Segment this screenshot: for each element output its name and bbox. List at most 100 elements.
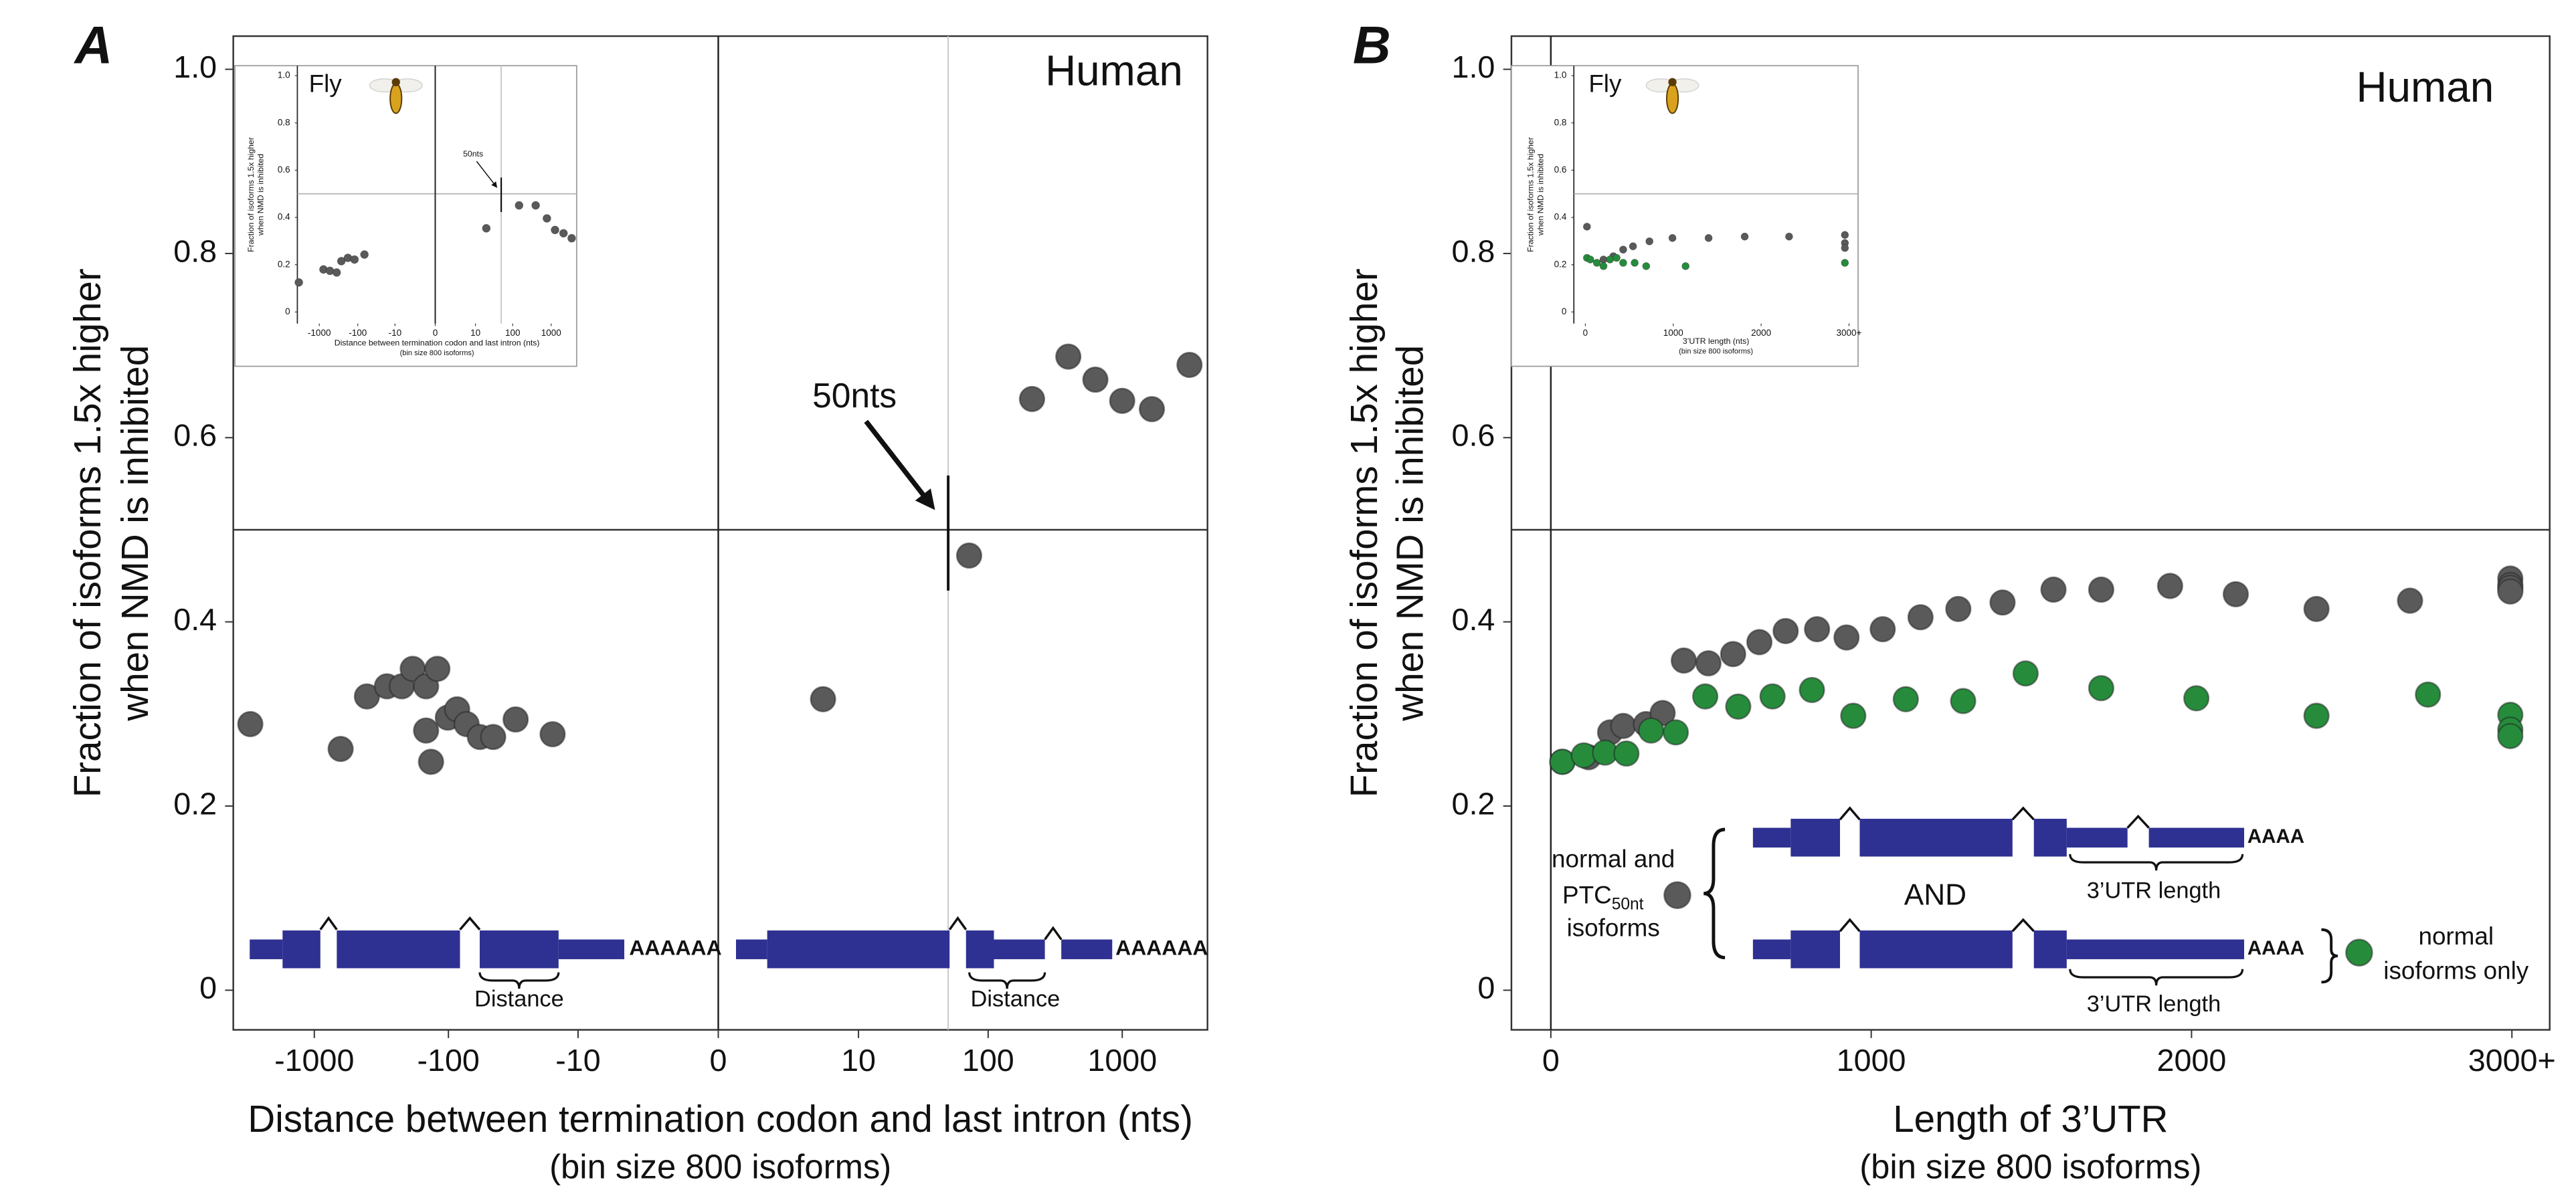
- data-point: [2497, 578, 2524, 605]
- and-label: AND: [1904, 878, 1966, 911]
- data-point: [2040, 576, 2067, 603]
- y-tick-label: 0: [1477, 971, 1495, 1005]
- data-point: [1785, 232, 1793, 241]
- data-point: [424, 656, 451, 682]
- legend-label: isoforms: [1567, 914, 1660, 941]
- data-point: [1610, 712, 1637, 739]
- gene-exon: [2033, 819, 2067, 857]
- gene-utr: [2148, 827, 2245, 848]
- y-tick-label: 0: [1562, 306, 1567, 316]
- data-point: [2497, 722, 2524, 750]
- data-point: [1841, 243, 1849, 252]
- data-point: [810, 686, 836, 712]
- gene-exon: [1790, 819, 1840, 857]
- data-point: [1668, 234, 1677, 242]
- x-tick-label: 0: [1583, 328, 1588, 338]
- data-point: [2183, 685, 2210, 712]
- data-point: [1055, 343, 1082, 370]
- gene-exon: [337, 930, 460, 969]
- gene-exon: [767, 930, 950, 969]
- data-point: [1642, 262, 1651, 270]
- distance-label: Distance: [474, 986, 564, 1011]
- y-axis-title: when NMD is inhibited: [256, 154, 266, 236]
- data-point: [1599, 256, 1608, 264]
- x-tick-label: 10: [841, 1043, 876, 1078]
- y-tick-label: 0.8: [278, 117, 290, 127]
- data-point: [1138, 395, 1166, 423]
- x-tick-label: 1000: [1837, 1043, 1906, 1078]
- inset-backdrop: [234, 65, 577, 367]
- data-point: [327, 735, 354, 763]
- gene-exon: [479, 930, 559, 969]
- y-tick-label: 0.4: [278, 212, 290, 222]
- data-point: [551, 225, 559, 235]
- data-point: [480, 724, 507, 751]
- x-tick-label: 100: [962, 1043, 1014, 1078]
- data-point: [2303, 595, 2330, 623]
- y-axis-title: when NMD is inhibited: [1389, 345, 1431, 722]
- data-point: [1592, 259, 1601, 267]
- data-point: [1772, 617, 1799, 645]
- gene-intron: [2011, 806, 2035, 821]
- chart: 00.20.40.60.81.0-1000 -100 -10 0 10 100 1000Fr…: [234, 65, 577, 367]
- data-point: [1638, 717, 1665, 744]
- data-point: [531, 201, 540, 210]
- gene-intron: [1839, 918, 1861, 932]
- x-tick-label: 1000: [541, 328, 561, 338]
- data-point: [1018, 385, 1046, 413]
- gene-exon: [1859, 819, 2013, 857]
- data-point: [482, 224, 491, 233]
- x-tick-label: 3000+: [1837, 328, 1862, 338]
- panel-species: Human: [2356, 63, 2494, 111]
- chart: 0 0.2 0.4 0.6 0.8 1.0 0 1000 2000 3000+ Fraction o…: [1343, 15, 2556, 1185]
- y-axis-title: when NMD is inhibited: [114, 345, 156, 722]
- y-axis-title: Fraction of isoforms 1.5x higher: [66, 268, 108, 797]
- gene-intron: [1044, 926, 1063, 941]
- y-tick-label: 1.0: [278, 70, 290, 80]
- y-tick-label: 0.6: [1554, 165, 1567, 175]
- x-tick-label: 2000: [2157, 1043, 2227, 1078]
- gene-exon: [2033, 930, 2067, 969]
- x-axis-title: (bin size 800 isoforms): [549, 1148, 891, 1186]
- data-point: [1799, 676, 1825, 704]
- data-point: [1907, 604, 1934, 631]
- gene-utr: [1752, 827, 1791, 848]
- gene-intron: [319, 916, 338, 930]
- data-point: [1720, 641, 1746, 668]
- x-axis-title: (bin size 800 isoforms): [1679, 347, 1753, 355]
- x-tick-label: 100: [505, 328, 521, 338]
- gene-intron: [2126, 814, 2150, 829]
- data-point: [543, 214, 551, 223]
- x-tick-label: -10: [389, 328, 402, 338]
- x-tick-label: 0: [710, 1043, 727, 1078]
- curly-brace: [2321, 928, 2338, 984]
- legend-label: 50nt: [1612, 895, 1644, 913]
- x-tick-label: -100: [349, 328, 367, 338]
- inset-label: Fly: [309, 70, 343, 97]
- y-tick-label: 0.2: [278, 259, 290, 269]
- chart: 0 0.2 0.4 0.6 0.8 1.0 0 1000 2000 3000+ Fraction o…: [1511, 65, 1862, 367]
- data-point: [567, 233, 576, 243]
- data-point: [337, 257, 346, 266]
- data-point: [1662, 719, 1689, 746]
- data-point: [1645, 237, 1653, 245]
- x-tick-label: 1000: [1663, 328, 1683, 338]
- y-tick-label: 1.0: [173, 50, 217, 84]
- brace: [478, 972, 560, 989]
- arrow-head: [915, 488, 935, 510]
- data-point: [1841, 231, 1849, 239]
- data-point: [1840, 702, 1867, 729]
- inset-backdrop: [1511, 65, 1859, 367]
- data-point: [1740, 232, 1749, 241]
- y-tick-label: 0.8: [1554, 117, 1567, 127]
- y-tick-label: 0.6: [1452, 418, 1495, 453]
- data-point: [418, 749, 444, 775]
- data-point: [1691, 683, 1719, 710]
- utr-length-label: 3’UTR length: [2087, 991, 2221, 1017]
- x-axis-title: Distance between termination codon and l…: [248, 1098, 1192, 1140]
- gene-utr: [994, 939, 1045, 959]
- y-tick-label: 0.4: [173, 602, 217, 637]
- y-tick-label: 0.8: [1452, 233, 1495, 268]
- x-tick-label: 3000+: [2468, 1043, 2556, 1078]
